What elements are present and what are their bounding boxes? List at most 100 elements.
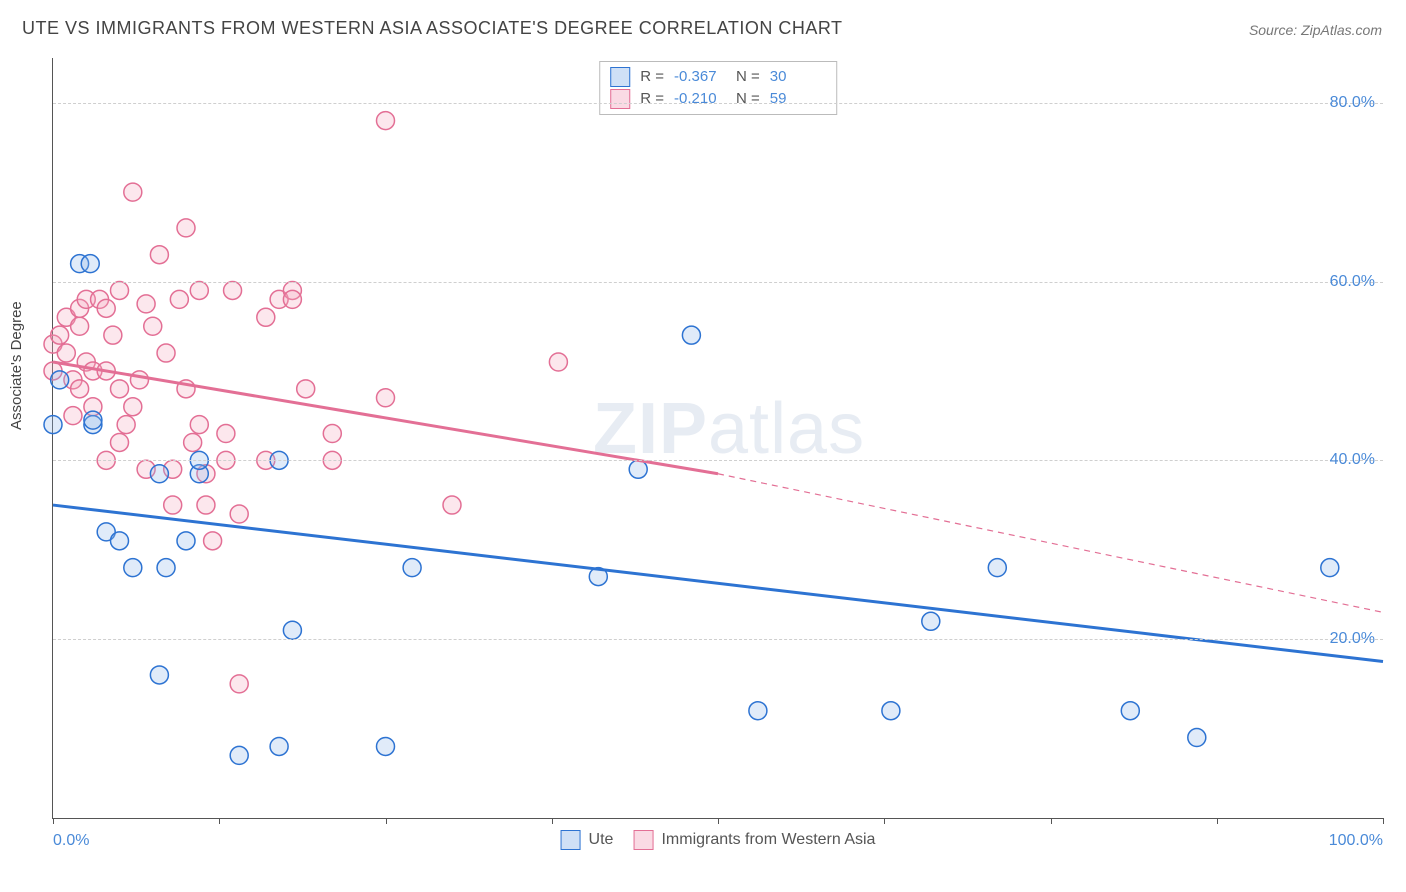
- data-point-immigrants: [377, 389, 395, 407]
- data-point-ute: [922, 612, 940, 630]
- scatter-svg: [53, 58, 1383, 818]
- data-point-ute: [403, 559, 421, 577]
- data-point-immigrants: [144, 317, 162, 335]
- gridline: [53, 103, 1383, 104]
- x-tick: [552, 818, 553, 824]
- x-tick: [1383, 818, 1384, 824]
- data-point-immigrants: [190, 416, 208, 434]
- data-point-ute: [988, 559, 1006, 577]
- data-point-immigrants: [184, 433, 202, 451]
- series-legend: Ute Immigrants from Western Asia: [561, 830, 876, 850]
- data-point-immigrants: [111, 380, 129, 398]
- data-point-ute: [84, 411, 102, 429]
- data-point-ute: [749, 702, 767, 720]
- y-tick-label: 60.0%: [1330, 273, 1375, 291]
- plot-area: ZIPatlas R = -0.367 N = 30 R = -0.210 N …: [52, 58, 1383, 819]
- data-point-ute: [81, 255, 99, 273]
- y-tick-label: 40.0%: [1330, 451, 1375, 469]
- data-point-immigrants: [64, 407, 82, 425]
- data-point-immigrants: [377, 112, 395, 130]
- x-tick: [386, 818, 387, 824]
- trend-line-ute: [53, 505, 1383, 661]
- x-tick: [1217, 818, 1218, 824]
- y-tick-label: 80.0%: [1330, 94, 1375, 112]
- trend-line-dashed-immigrants: [718, 474, 1383, 613]
- r-value-ute: -0.367: [674, 66, 726, 88]
- data-point-immigrants: [224, 281, 242, 299]
- data-point-immigrants: [51, 326, 69, 344]
- data-point-immigrants: [150, 246, 168, 264]
- data-point-immigrants: [157, 344, 175, 362]
- chart-title: UTE VS IMMIGRANTS FROM WESTERN ASIA ASSO…: [22, 18, 843, 39]
- data-point-immigrants: [323, 425, 341, 443]
- data-point-immigrants: [111, 433, 129, 451]
- data-point-immigrants: [443, 496, 461, 514]
- data-point-immigrants: [549, 353, 567, 371]
- data-point-immigrants: [257, 308, 275, 326]
- data-point-ute: [177, 532, 195, 550]
- x-tick: [884, 818, 885, 824]
- r-value-immigrants: -0.210: [674, 88, 726, 110]
- data-point-ute: [150, 465, 168, 483]
- data-point-ute: [230, 746, 248, 764]
- data-point-immigrants: [137, 295, 155, 313]
- data-point-ute: [111, 532, 129, 550]
- swatch-ute: [610, 67, 630, 87]
- data-point-immigrants: [204, 532, 222, 550]
- x-tick: [219, 818, 220, 824]
- data-point-ute: [882, 702, 900, 720]
- stats-row-immigrants: R = -0.210 N = 59: [610, 88, 822, 110]
- data-point-immigrants: [283, 290, 301, 308]
- source-attribution: Source: ZipAtlas.com: [1249, 22, 1382, 38]
- legend-swatch-ute: [561, 830, 581, 850]
- data-point-ute: [124, 559, 142, 577]
- stats-row-ute: R = -0.367 N = 30: [610, 66, 822, 88]
- n-value-ute: 30: [770, 66, 822, 88]
- x-tick-min: 0.0%: [53, 832, 89, 850]
- legend-swatch-immigrants: [633, 830, 653, 850]
- gridline: [53, 639, 1383, 640]
- data-point-immigrants: [230, 675, 248, 693]
- data-point-ute: [44, 416, 62, 434]
- stats-legend: R = -0.367 N = 30 R = -0.210 N = 59: [599, 61, 837, 115]
- data-point-ute: [1188, 729, 1206, 747]
- data-point-ute: [1121, 702, 1139, 720]
- data-point-immigrants: [190, 281, 208, 299]
- data-point-ute: [1321, 559, 1339, 577]
- x-tick: [1051, 818, 1052, 824]
- data-point-immigrants: [117, 416, 135, 434]
- data-point-ute: [270, 737, 288, 755]
- data-point-ute: [157, 559, 175, 577]
- data-point-immigrants: [230, 505, 248, 523]
- legend-label-ute: Ute: [589, 831, 614, 849]
- gridline: [53, 460, 1383, 461]
- data-point-immigrants: [71, 317, 89, 335]
- data-point-immigrants: [170, 290, 188, 308]
- data-point-immigrants: [57, 344, 75, 362]
- n-value-immigrants: 59: [770, 88, 822, 110]
- data-point-ute: [283, 621, 301, 639]
- data-point-immigrants: [177, 219, 195, 237]
- y-tick-label: 20.0%: [1330, 630, 1375, 648]
- data-point-ute: [377, 737, 395, 755]
- data-point-ute: [629, 460, 647, 478]
- data-point-immigrants: [197, 496, 215, 514]
- legend-item-immigrants: Immigrants from Western Asia: [633, 830, 875, 850]
- gridline: [53, 282, 1383, 283]
- x-tick: [718, 818, 719, 824]
- data-point-immigrants: [71, 380, 89, 398]
- trend-line-immigrants: [53, 362, 718, 474]
- data-point-immigrants: [97, 299, 115, 317]
- legend-item-ute: Ute: [561, 830, 614, 850]
- y-axis-label: Associate's Degree: [8, 301, 25, 430]
- x-tick: [53, 818, 54, 824]
- data-point-immigrants: [217, 425, 235, 443]
- data-point-ute: [682, 326, 700, 344]
- data-point-immigrants: [124, 183, 142, 201]
- data-point-immigrants: [111, 281, 129, 299]
- data-point-immigrants: [130, 371, 148, 389]
- data-point-ute: [51, 371, 69, 389]
- data-point-immigrants: [124, 398, 142, 416]
- legend-label-immigrants: Immigrants from Western Asia: [661, 831, 875, 849]
- data-point-immigrants: [297, 380, 315, 398]
